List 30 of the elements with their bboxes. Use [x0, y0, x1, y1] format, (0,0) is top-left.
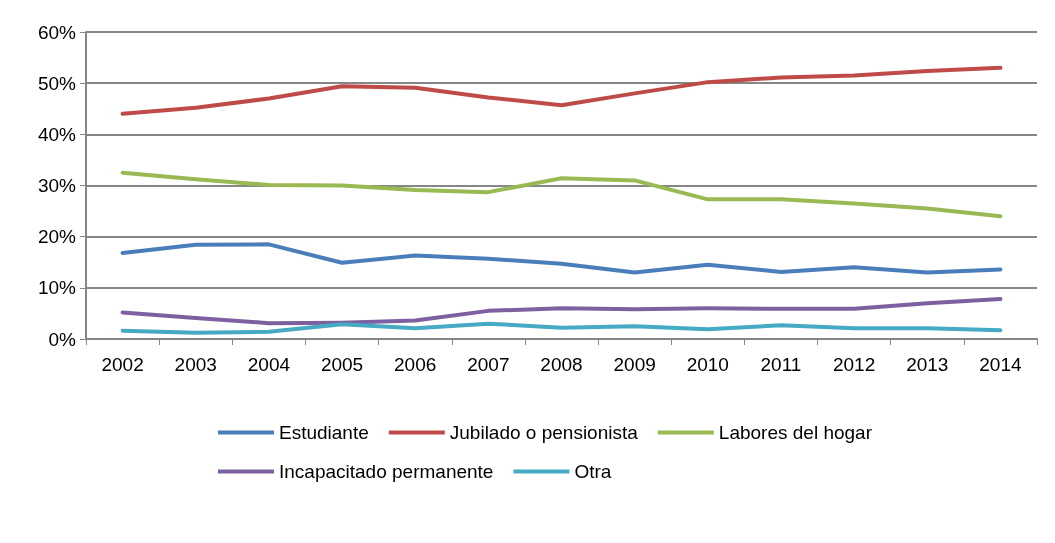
- x-tick-label: 2002: [101, 354, 144, 375]
- y-tick-label: 20%: [37, 226, 77, 248]
- legend-label: Estudiante: [279, 422, 369, 443]
- legend-label: Labores del hogar: [718, 422, 873, 443]
- line-series: [120, 242, 1003, 275]
- x-tick-label: 2007: [467, 354, 510, 375]
- x-tick-label: 2014: [979, 354, 1022, 375]
- x-tick-label: 2012: [832, 354, 876, 375]
- line-series: [120, 170, 1003, 219]
- x-tick-label: 2006: [394, 354, 437, 375]
- y-tick-label: 0%: [48, 328, 77, 350]
- x-tick-label: 2005: [320, 354, 364, 375]
- y-tick-label: 10%: [37, 277, 77, 299]
- line-series: [120, 297, 1003, 326]
- y-tick-label: 60%: [37, 21, 77, 43]
- y-tick-label: 30%: [37, 175, 77, 196]
- legend-label: Jubilado o pensionista: [449, 422, 639, 443]
- y-tick-label: 40%: [37, 123, 77, 145]
- x-tick-label: 2011: [760, 354, 802, 375]
- y-tick-label: 50%: [37, 72, 77, 94]
- line-series: [120, 321, 1003, 335]
- x-tick-label: 2010: [686, 354, 729, 375]
- x-tick-label: 2008: [540, 354, 583, 375]
- line-series: [120, 65, 1003, 116]
- x-tick-label: 2009: [613, 354, 656, 375]
- legend-label: Otra: [574, 461, 612, 482]
- x-tick-label: 2004: [247, 354, 291, 375]
- x-tick-label: 2013: [906, 354, 949, 375]
- x-tick-label: 2003: [174, 354, 217, 375]
- legend-label: Incapacitado permanente: [279, 461, 494, 482]
